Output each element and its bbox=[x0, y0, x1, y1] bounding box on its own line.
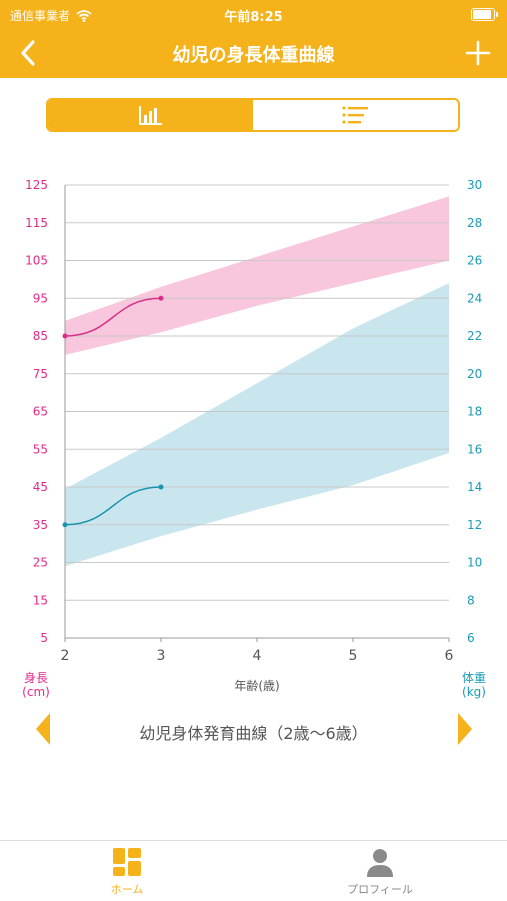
curve-selector: 幼児身体発育曲線（2歳〜6歳） bbox=[0, 706, 507, 752]
carrier-label: 通信事業者 bbox=[10, 9, 71, 23]
y-left-tick-label: 85 bbox=[33, 329, 48, 343]
y-axis-left-label: 身長(cm) bbox=[22, 670, 50, 699]
y-right-tick-label: 18 bbox=[467, 405, 482, 419]
axis-label-line: (kg) bbox=[462, 685, 486, 699]
y-left-tick-label: 95 bbox=[33, 291, 48, 305]
y-left-tick-label: 15 bbox=[33, 593, 48, 607]
y-right-tick-label: 20 bbox=[467, 367, 482, 381]
series-point-right bbox=[158, 484, 164, 490]
x-tick-label: 2 bbox=[61, 648, 70, 664]
series-line-right bbox=[64, 486, 162, 526]
axis-label-line: 身長 bbox=[24, 670, 48, 685]
y-right-tick-label: 10 bbox=[467, 556, 482, 570]
status-left: 通信事業者 bbox=[10, 7, 92, 24]
y-left-tick-label: 5 bbox=[40, 631, 48, 645]
series-line-left bbox=[64, 297, 162, 337]
tab-bar: ホーム プロフィール bbox=[0, 840, 507, 901]
y-left-tick-label: 25 bbox=[33, 556, 48, 570]
tab-chart-view[interactable] bbox=[48, 100, 253, 130]
status-time: 午前8:25 bbox=[224, 10, 283, 25]
y-right-tick-label: 8 bbox=[467, 593, 475, 607]
tab-list-view[interactable] bbox=[253, 100, 458, 130]
y-right-tick-label: 26 bbox=[467, 254, 482, 268]
y-left-tick-label: 55 bbox=[33, 442, 48, 456]
tab-profile-label: プロフィール bbox=[347, 883, 413, 896]
x-tick-label: 6 bbox=[445, 648, 454, 664]
reference-band-left bbox=[65, 196, 449, 355]
x-axis-label: 年齢(歳) bbox=[234, 678, 279, 693]
y-left-tick-label: 105 bbox=[25, 254, 48, 268]
axis-label-line: 体重 bbox=[462, 671, 486, 685]
series-point-right bbox=[62, 522, 68, 528]
y-right-tick-label: 24 bbox=[467, 291, 482, 305]
y-right-tick-label: 30 bbox=[467, 178, 482, 192]
y-right-tick-label: 28 bbox=[467, 216, 482, 230]
battery-level bbox=[473, 10, 491, 19]
series-point-left bbox=[62, 333, 68, 339]
y-left-tick-label: 45 bbox=[33, 480, 48, 494]
y-right-tick-label: 12 bbox=[467, 518, 482, 532]
y-left-tick-label: 65 bbox=[33, 405, 48, 419]
home-grid-icon bbox=[113, 848, 141, 876]
y-right-tick-label: 14 bbox=[467, 480, 482, 494]
series-point-left bbox=[158, 295, 164, 301]
curve-title: 幼児身体発育曲線（2歳〜6歳） bbox=[139, 724, 368, 743]
status-bar: 通信事業者 午前8:25 bbox=[0, 0, 507, 28]
view-segmented-control bbox=[46, 98, 460, 132]
next-curve-button[interactable] bbox=[456, 712, 474, 746]
back-button[interactable] bbox=[14, 38, 44, 68]
y-right-tick-label: 16 bbox=[467, 442, 482, 456]
wifi-icon bbox=[76, 9, 92, 22]
growth-chart: 1251151059585756555453525155302826242220… bbox=[22, 178, 486, 699]
y-left-tick-label: 75 bbox=[33, 367, 48, 381]
y-right-tick-label: 22 bbox=[467, 329, 482, 343]
tab-home[interactable]: ホーム bbox=[67, 847, 187, 897]
y-right-tick-label: 6 bbox=[467, 631, 475, 645]
tab-home-label: ホーム bbox=[110, 883, 144, 896]
page-title: 幼児の身長体重曲線 bbox=[172, 45, 335, 66]
reference-band-right bbox=[65, 283, 449, 567]
y-axis-right-label: 体重(kg) bbox=[462, 671, 486, 699]
profile-icon bbox=[367, 849, 393, 877]
x-tick-label: 4 bbox=[253, 648, 262, 664]
list-icon bbox=[341, 106, 368, 124]
prev-curve-button[interactable] bbox=[34, 712, 52, 746]
nav-bar: 幼児の身長体重曲線 bbox=[0, 28, 507, 78]
battery-icon bbox=[471, 8, 498, 21]
x-tick-label: 3 bbox=[157, 648, 166, 664]
tab-profile[interactable]: プロフィール bbox=[320, 847, 440, 897]
y-left-tick-label: 125 bbox=[25, 178, 48, 192]
x-tick-label: 5 bbox=[349, 648, 358, 664]
add-button[interactable] bbox=[463, 38, 493, 68]
axis-label-line: (cm) bbox=[22, 685, 50, 699]
y-left-tick-label: 115 bbox=[25, 216, 48, 230]
y-left-tick-label: 35 bbox=[33, 518, 48, 532]
bar-chart-icon bbox=[138, 106, 162, 125]
